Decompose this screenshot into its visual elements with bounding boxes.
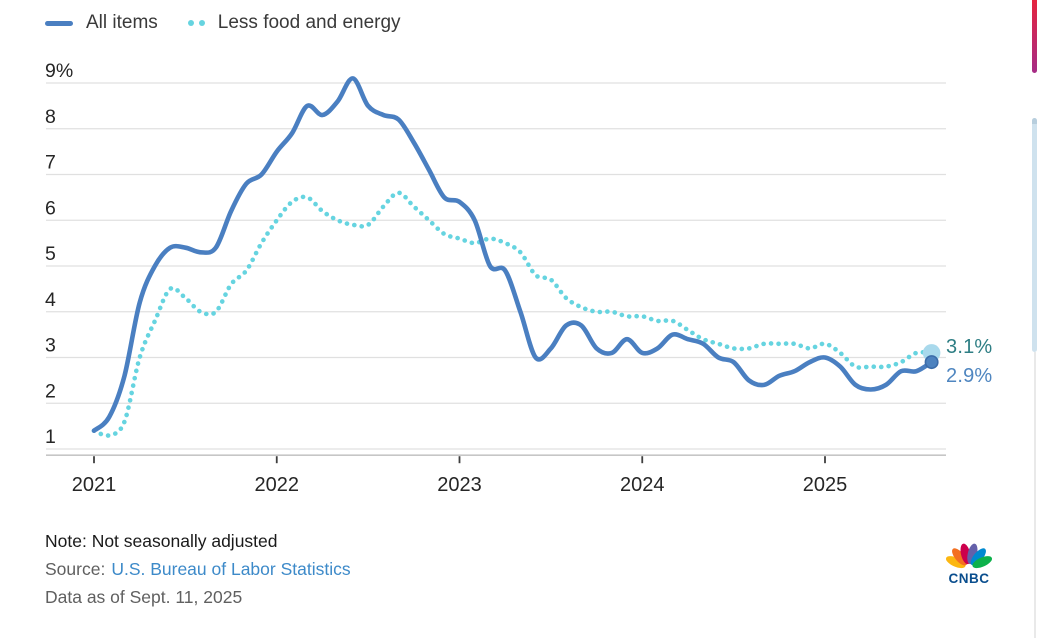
x-tick-label: 2024 [620,474,665,496]
end-marker-all-items [924,355,939,370]
data-as-of: Data as of Sept. 11, 2025 [45,587,243,607]
y-tick-label: 6 [45,197,56,219]
edge-progress-strip [1032,0,1037,73]
source-link[interactable]: U.S. Bureau of Labor Statistics [111,559,351,579]
y-tick-label: 1 [45,426,56,448]
x-tick-label: 2025 [803,474,848,496]
y-tick-label: 8 [45,106,56,128]
chart-footer: Note: Not seasonally adjusted Source: U.S… [45,527,351,611]
edge-divider-line [1034,352,1036,638]
chart-note: Note: Not seasonally adjusted [45,531,278,551]
legend-label-core: Less food and energy [217,12,401,33]
y-tick-label: 5 [45,243,56,265]
x-tick-label: 2023 [437,474,482,496]
y-tick-label: 2 [45,380,56,402]
cnbc-logo[interactable]: CNBC [941,541,997,585]
end-value-core: 3.1% [946,336,993,358]
x-tick-label: 2021 [72,474,117,496]
chart-legend: All items Less food and energy [45,12,401,34]
y-tick-label: 7 [45,152,56,174]
x-tick-label: 2022 [255,474,300,496]
legend-dots-swatch [187,20,205,26]
peacock-icon [945,543,993,569]
series-path-core [91,190,934,438]
legend-label-all-items: All items [86,12,158,33]
source-row: Source: U.S. Bureau of Labor Statistics [45,555,351,583]
source-label: Source: [45,559,106,579]
legend-line-swatch [45,20,73,26]
y-tick-label: 9% [45,60,73,82]
peacock-feather [972,556,993,569]
series-path-all-items [91,76,934,433]
cnbc-wordmark: CNBC [949,571,990,585]
cpi-line-chart[interactable]: 9% 8 7 6 5 4 3 2 1 2021 2022 2023 2024 2025 [0,0,1038,520]
peacock-feather [970,548,986,566]
edge-scroll-strip [1032,118,1037,352]
y-tick-label: 4 [45,289,56,311]
peacock-feather [945,556,966,569]
peacock-feather [952,548,968,566]
y-tick-label: 3 [45,335,56,357]
end-value-all-items: 2.9% [946,365,993,387]
